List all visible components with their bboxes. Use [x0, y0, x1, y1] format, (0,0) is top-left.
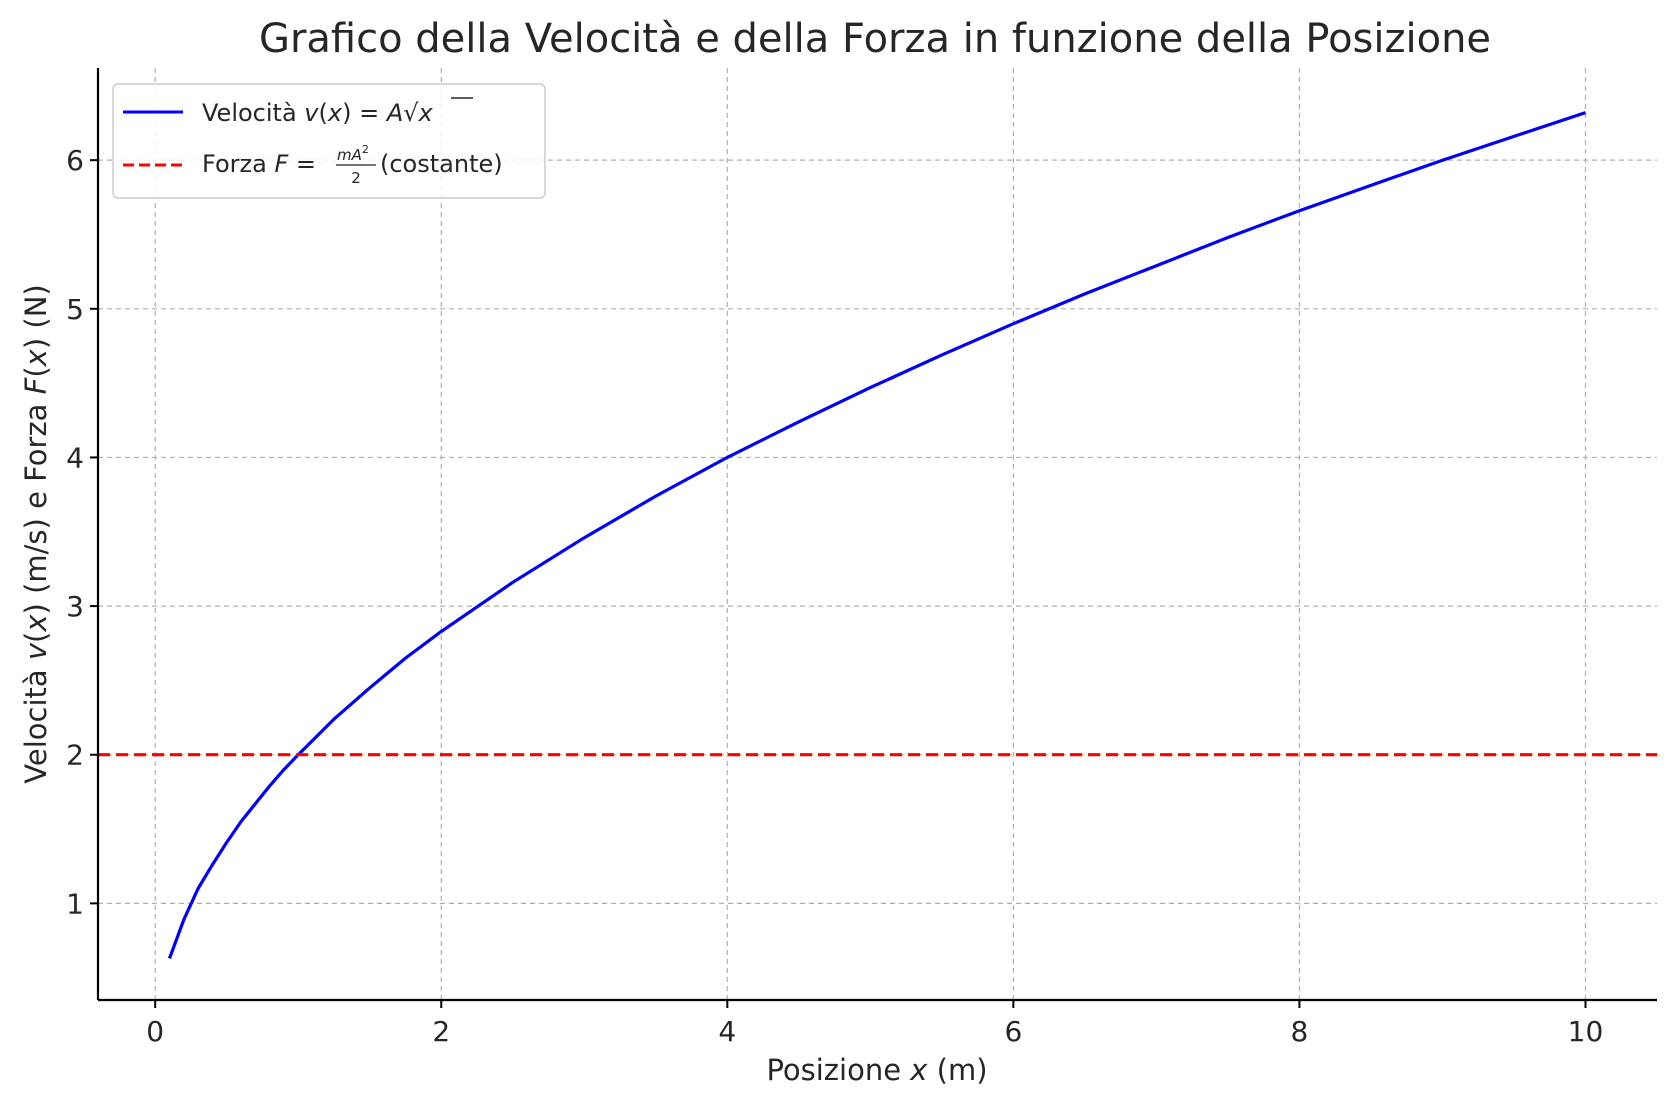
y-axis-label-p5: ) (N) [19, 284, 53, 349]
legend: Velocità v(x) = A√x Forza F = mA2 2 (cos… [112, 83, 546, 199]
y-tick-label: 2 [66, 739, 84, 772]
y-axis-label-v2: x [19, 614, 53, 633]
y-axis-label-p4: ( [19, 366, 53, 377]
x-tick-label: 6 [1004, 1015, 1022, 1048]
y-axis-label: Velocità v(x) (m/s) e Forza F(x) (N) [19, 284, 53, 783]
chart-title: Grafico della Velocità e della Forza in … [259, 16, 1491, 62]
legend-velocity-open: ( [318, 99, 327, 127]
x-tick-label: 4 [718, 1015, 736, 1048]
legend-velocity-var: v [304, 99, 319, 127]
legend-force-suffix: (costante) [380, 150, 503, 178]
y-tick-label: 5 [66, 293, 84, 326]
y-axis-label-v1: v [19, 642, 53, 660]
x-axis-label-post: (m) [927, 1053, 987, 1087]
legend-force-num-a: A [351, 146, 362, 164]
legend-label-velocity: Velocità v(x) = A√x [202, 99, 434, 127]
grid [98, 68, 1657, 1000]
legend-force-fraction-num: mA2 [337, 143, 369, 164]
x-tick-label: 0 [146, 1015, 164, 1048]
y-axis-label-v4: x [19, 348, 53, 367]
y-axis-label-v3: F [19, 376, 53, 394]
legend-box [112, 83, 546, 199]
y-tick-label: 6 [66, 144, 84, 177]
legend-force-num-m: m [337, 146, 352, 164]
legend-force-text: Forza [202, 150, 274, 178]
legend-force-var: F [274, 150, 289, 178]
legend-force-eq: = [288, 150, 316, 178]
x-tick-label: 8 [1291, 1015, 1309, 1048]
x-tick-label: 10 [1568, 1015, 1604, 1048]
y-tick-label: 4 [66, 441, 84, 474]
series-layer [98, 111, 1657, 959]
x-axis-label-var: x [909, 1053, 928, 1087]
y-axis-label-p1: Velocità [19, 660, 53, 784]
x-axis-label: Posizione x (m) [766, 1053, 987, 1087]
y-tick-label: 3 [66, 590, 84, 623]
series-line-velocity [167, 111, 1587, 959]
x-axis-label-pre: Posizione [766, 1053, 910, 1087]
legend-velocity-root: √ [403, 99, 419, 127]
y-axis-label-p2: ( [19, 632, 53, 643]
legend-velocity-arg: x [327, 99, 343, 127]
legend-velocity-close: ) [342, 99, 351, 127]
legend-velocity-text: Velocità [202, 99, 304, 127]
x-tick-label: 2 [432, 1015, 450, 1048]
legend-force-num-exp: 2 [362, 143, 369, 156]
legend-velocity-coef: A [385, 99, 403, 127]
legend-velocity-eq: = [351, 99, 386, 127]
y-tick-label: 1 [66, 887, 84, 920]
legend-label-force: Forza F = [202, 150, 316, 178]
legend-force-fraction-den: 2 [351, 169, 361, 187]
y-axis-label-p3: ) (m/s) e Forza [19, 394, 53, 614]
legend-velocity-radicand: x [418, 99, 434, 127]
